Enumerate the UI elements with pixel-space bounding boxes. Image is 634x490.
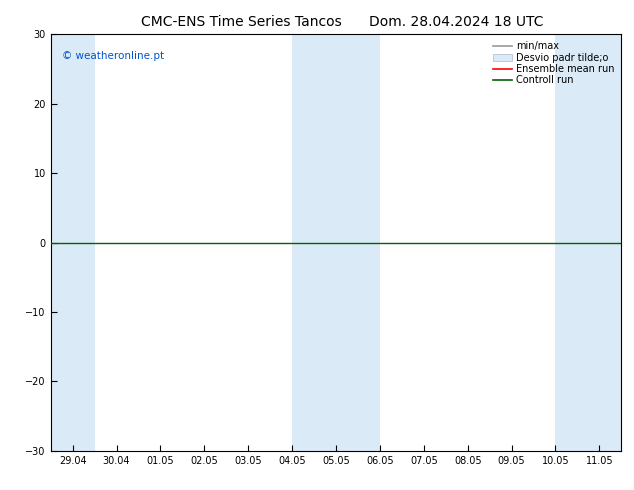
Legend: min/max, Desvio padr tilde;o, Ensemble mean run, Controll run: min/max, Desvio padr tilde;o, Ensemble m… — [489, 37, 618, 89]
Text: © weatheronline.pt: © weatheronline.pt — [62, 51, 164, 61]
Bar — [292, 34, 336, 451]
Text: Dom. 28.04.2024 18 UTC: Dom. 28.04.2024 18 UTC — [369, 15, 544, 29]
Bar — [336, 34, 380, 451]
Bar — [555, 34, 599, 451]
Bar — [599, 34, 621, 451]
Text: CMC-ENS Time Series Tancos: CMC-ENS Time Series Tancos — [141, 15, 341, 29]
Bar — [51, 34, 94, 451]
